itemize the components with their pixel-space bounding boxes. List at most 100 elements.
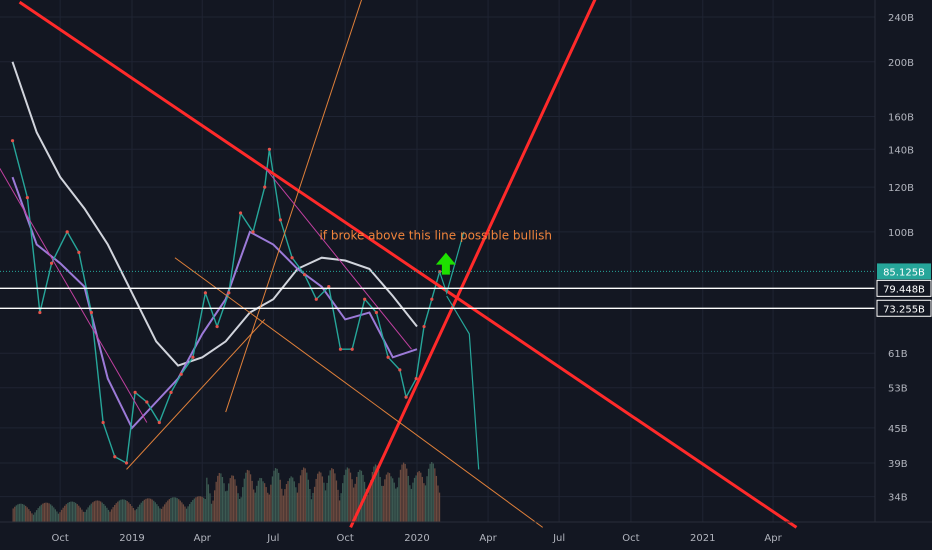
price-point (89, 310, 93, 315)
price-point (25, 195, 29, 200)
price-point (191, 355, 195, 359)
price-tag-box (876, 279, 932, 297)
price-point (203, 291, 207, 295)
x-tick-label: Apr (479, 533, 497, 544)
price-point (267, 147, 272, 151)
volume-bar (290, 476, 292, 522)
volume-bar (23, 504, 25, 522)
x-tick-label: 2021 (690, 533, 715, 544)
volume-bar (18, 503, 21, 522)
volume-bar (154, 502, 156, 522)
volume-bar (367, 494, 369, 522)
volume-bar (174, 497, 177, 522)
y-tick-label: 45B (888, 424, 908, 435)
volume-bar (182, 504, 185, 522)
volume-bar (304, 468, 306, 522)
volume-bar (371, 471, 374, 522)
volume-bar (288, 478, 291, 522)
volume-bar (201, 496, 203, 522)
price-tag-label: 73.255B (883, 304, 925, 315)
volume-bar (173, 497, 175, 522)
price-point (404, 395, 408, 399)
volume-bar (406, 468, 408, 522)
volume-bars (12, 461, 441, 522)
volume-bar (390, 476, 392, 522)
volume-bar (50, 504, 52, 522)
price-point (65, 230, 69, 234)
price-point (278, 218, 282, 222)
volume-bar (56, 511, 58, 522)
volume-bar (393, 482, 395, 522)
trendline (349, 0, 597, 529)
price-point (398, 368, 402, 372)
volume-bar (346, 467, 349, 522)
volume-bar (231, 475, 233, 522)
volume-bar (179, 500, 181, 522)
volume-bar (128, 502, 130, 522)
price-point (422, 324, 426, 329)
volume-bar (85, 509, 88, 522)
price-point (77, 250, 81, 254)
volume-bar (332, 469, 334, 522)
volume-bar (126, 501, 128, 522)
volume-bar (317, 473, 319, 522)
volume-bar (399, 469, 402, 522)
x-tick-label: Oct (337, 533, 354, 544)
volume-bar (396, 487, 398, 522)
volume-bar (229, 478, 231, 522)
x-tick-label: Oct (52, 533, 69, 544)
volume-bar (356, 476, 358, 522)
volume-bar (387, 472, 389, 522)
volume-bar (204, 499, 206, 522)
volume-bar (104, 505, 106, 522)
volume-bar (70, 501, 72, 522)
volume-bar (164, 504, 166, 522)
volume-bar (309, 488, 311, 522)
x-tick-label: 2020 (404, 533, 429, 544)
volume-bar (260, 478, 263, 522)
volume-bar (203, 497, 205, 522)
volume-bar (276, 468, 278, 522)
volume-bar (209, 493, 211, 522)
volume-bar (326, 482, 328, 522)
volume-bar (437, 485, 439, 522)
volume-bar (318, 471, 320, 522)
volume-bar (192, 500, 194, 522)
volume-bar (114, 505, 116, 522)
volume-bar (224, 491, 227, 522)
volume-bar (42, 503, 44, 522)
price-point (251, 230, 255, 234)
volume-bar (193, 498, 195, 522)
volume-bar (167, 500, 169, 522)
volume-bar (146, 498, 149, 522)
series-moving-average-long (11, 61, 418, 367)
volume-bar (296, 492, 299, 522)
volume-bar (142, 501, 144, 522)
x-tick-label: Jul (266, 533, 279, 544)
volume-bar (99, 501, 102, 522)
volume-bar (145, 498, 147, 522)
volume-bar (307, 479, 309, 522)
volume-bar (398, 477, 400, 522)
x-tick-label: Apr (194, 533, 212, 544)
price-tag-box (876, 299, 932, 317)
volume-bar (206, 477, 208, 522)
volume-bar (17, 504, 19, 522)
price-tag-label: 79.448B (883, 284, 925, 295)
volume-bar (75, 502, 77, 522)
price-point (327, 285, 331, 289)
volume-bar (110, 509, 113, 522)
volume-bar (228, 483, 230, 522)
price-point (227, 291, 231, 295)
trendline-drawings[interactable] (0, 0, 798, 529)
volume-bar (343, 475, 345, 522)
volume-bar (253, 489, 255, 522)
volume-bar (376, 465, 378, 522)
volume-bar (14, 506, 16, 522)
volume-bar (270, 484, 272, 522)
volume-bar (115, 503, 117, 522)
y-tick-label: 34B (888, 493, 908, 504)
volume-bar (46, 502, 49, 522)
volume-bar (257, 480, 260, 522)
